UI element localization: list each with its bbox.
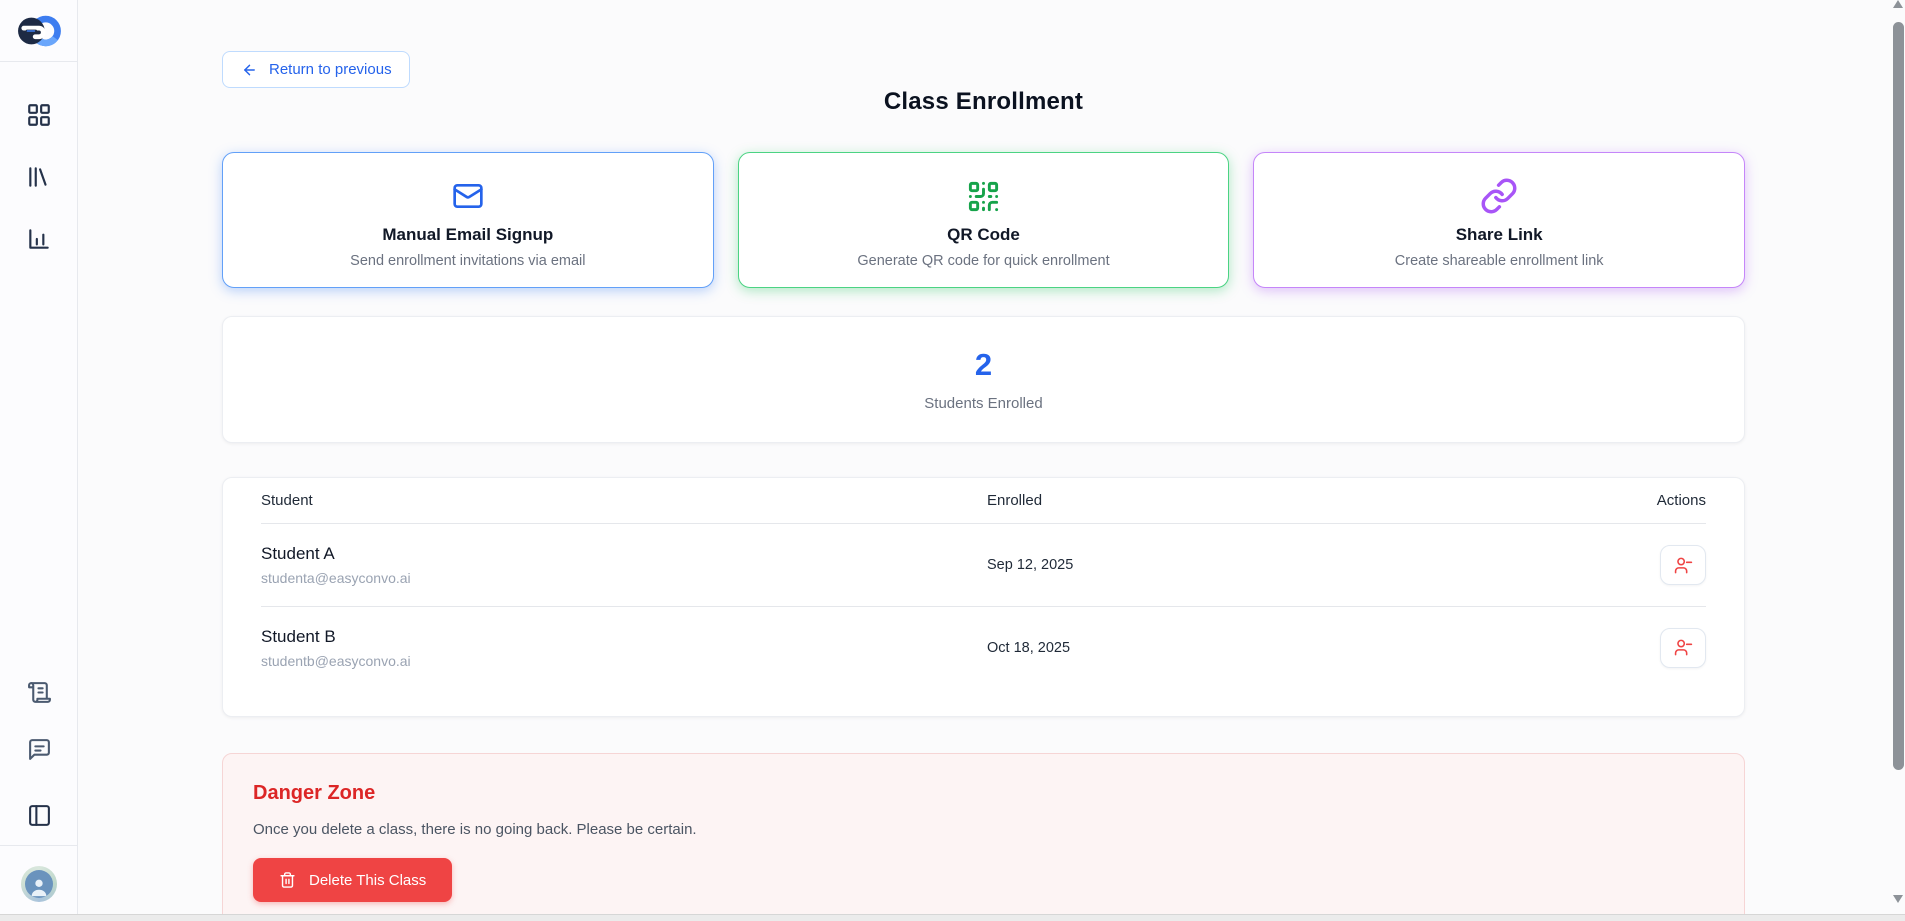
enrolled-date: Sep 12, 2025: [987, 557, 1074, 573]
trash-icon: [280, 872, 295, 888]
enrollment-options: Manual Email Signup Send enrollment invi…: [222, 152, 1746, 288]
return-to-previous-button[interactable]: Return to previous: [222, 51, 410, 88]
danger-zone-title: Danger Zone: [253, 782, 376, 804]
remove-student-button[interactable]: [1660, 545, 1706, 585]
table-header-row: Student Enrolled Actions: [261, 478, 1706, 524]
user-avatar-image: [25, 870, 53, 898]
student-name: Student B: [261, 626, 336, 646]
mail-icon: [453, 184, 483, 208]
card-description: Generate QR code for quick enrollment: [857, 253, 1110, 269]
card-title: QR Code: [947, 225, 1020, 244]
qr-code-card[interactable]: QR Code Generate QR code for quick enrol…: [737, 152, 1230, 288]
analytics-chart-icon: [28, 229, 49, 249]
column-header-student: Student: [261, 492, 313, 509]
return-to-previous-label: Return to previous: [269, 61, 392, 78]
card-title: Share Link: [1455, 225, 1543, 244]
column-header-actions: Actions: [1656, 492, 1706, 509]
manual-email-signup-card[interactable]: Manual Email Signup Send enrollment invi…: [222, 152, 714, 288]
share-link-card[interactable]: Share Link Create shareable enrollment l…: [1253, 152, 1746, 288]
person-silhouette-icon: [31, 879, 47, 897]
scrollbar-down-arrow[interactable]: [1893, 895, 1903, 903]
sidebar-item-analytics[interactable]: [17, 226, 61, 252]
student-email: studenta@easyconvo.ai: [261, 570, 411, 586]
danger-zone-description: Once you delete a class, there is no goi…: [253, 821, 697, 838]
card-description: Send enrollment invitations via email: [350, 253, 586, 269]
dashboard-grid-icon: [27, 104, 50, 126]
sidebar-bottom-nav: [0, 679, 78, 828]
table-row: Student B studentb@easyconvo.ai Oct 18, …: [261, 606, 1706, 688]
arrow-left-icon: [244, 64, 255, 75]
sidebar-item-scripts[interactable]: [17, 679, 61, 705]
panel-left-icon: [28, 804, 50, 826]
student-name: Student A: [261, 544, 335, 563]
user-minus-icon: [1674, 557, 1692, 573]
danger-zone-section: Danger Zone Once you delete a class, the…: [222, 753, 1745, 921]
sidebar-nav: [17, 62, 61, 288]
enrolled-count-label: Students Enrolled: [924, 395, 1043, 412]
sidebar-profile-section: [0, 845, 78, 921]
app-logo[interactable]: [0, 0, 78, 62]
table-row: Student A studenta@easyconvo.ai Sep 12, …: [261, 524, 1706, 606]
user-minus-icon: [1674, 639, 1692, 656]
student-email: studentb@easyconvo.ai: [261, 652, 411, 669]
vertical-scrollbar-thumb[interactable]: [1893, 22, 1904, 770]
scrollbar-up-arrow[interactable]: [1893, 0, 1903, 8]
sidebar-item-dashboard[interactable]: [17, 102, 61, 128]
delete-this-class-button[interactable]: Delete This Class: [253, 858, 453, 902]
link-icon: [1481, 178, 1517, 214]
card-title: Manual Email Signup: [382, 225, 554, 244]
card-description: Create shareable enrollment link: [1394, 253, 1604, 269]
horizontal-scrollbar-track[interactable]: [0, 914, 1905, 921]
library-icon: [28, 167, 47, 187]
delete-this-class-label: Delete This Class: [309, 871, 427, 889]
sidebar-item-messages[interactable]: [17, 736, 61, 762]
scroll-icon: [27, 681, 51, 703]
enrolled-date: Oct 18, 2025: [987, 639, 1071, 656]
qr-code-icon: [968, 181, 999, 211]
easyconvo-logo-icon: [17, 15, 61, 46]
students-enrolled-stat-card: 2 Students Enrolled: [222, 316, 1745, 443]
sidebar-item-library[interactable]: [17, 164, 61, 190]
column-header-enrolled: Enrolled: [987, 492, 1043, 509]
sidebar: [0, 0, 78, 921]
enrolled-count: 2: [974, 347, 993, 382]
user-avatar[interactable]: [21, 866, 57, 902]
chat-icon: [28, 738, 50, 760]
page-title: Class Enrollment: [883, 88, 1084, 115]
students-table: Student Enrolled Actions Student A stude…: [222, 477, 1745, 717]
sidebar-item-collapse[interactable]: [17, 802, 61, 828]
remove-student-button[interactable]: [1660, 627, 1706, 668]
